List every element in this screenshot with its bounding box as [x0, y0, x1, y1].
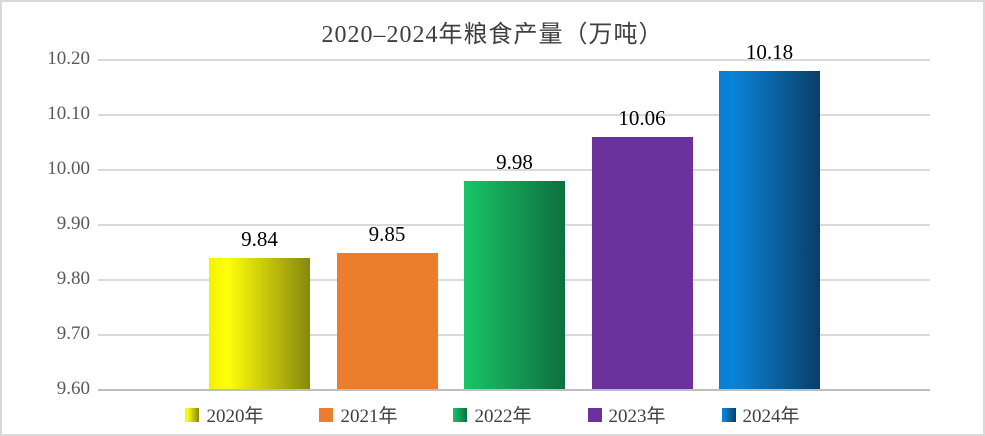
y-tick-label: 9.80	[56, 268, 90, 289]
legend-item-2024年[interactable]: 2024年	[721, 401, 800, 428]
y-tick-label: 9.90	[56, 213, 90, 234]
legend-label: 2023年	[608, 406, 666, 427]
data-label-2023年: 10.06	[618, 106, 666, 130]
y-tick-label: 9.70	[56, 323, 90, 344]
data-label-2021年: 9.85	[368, 221, 406, 246]
legend: 2020年 2021年 2022年 2023年 2024年	[2, 401, 983, 428]
legend-item-2021年[interactable]: 2021年	[319, 401, 397, 428]
y-tick-label: 10.10	[47, 103, 90, 124]
gridline	[98, 114, 930, 116]
legend-swatch-icon	[319, 407, 334, 422]
bar-2021年[interactable]	[336, 252, 438, 389]
legend-item-2023年[interactable]: 2023年	[587, 401, 666, 428]
legend-item-2020年[interactable]: 2020年	[185, 401, 263, 428]
legend-label: 2022年	[474, 406, 532, 427]
legend-swatch-icon	[587, 407, 602, 422]
legend-swatch-icon	[185, 407, 200, 422]
data-label-2022年: 9.98	[496, 150, 533, 174]
x-axis-baseline	[98, 389, 930, 391]
bar-2024年[interactable]	[719, 71, 820, 389]
legend-item-2022年[interactable]: 2022年	[453, 401, 532, 428]
y-tick-label: 10.00	[47, 158, 90, 179]
bar-2022年[interactable]	[464, 181, 565, 389]
legend-label: 2020年	[206, 406, 264, 427]
gridline	[98, 169, 930, 171]
legend-swatch-icon	[453, 407, 468, 422]
gridline	[98, 59, 930, 61]
data-label-2020年: 9.84	[241, 227, 278, 251]
chart-title: 2020–2024年粮食产量（万吨）	[321, 22, 664, 48]
bar-2023年[interactable]	[591, 137, 693, 389]
y-tick-label: 10.20	[47, 48, 90, 69]
data-label-2024年: 10.18	[745, 40, 794, 64]
legend-label: 2021年	[340, 406, 398, 427]
legend-label: 2024年	[742, 406, 800, 427]
legend-swatch-icon	[721, 407, 736, 422]
y-tick-label: 9.60	[56, 378, 90, 399]
bar-2020年[interactable]	[209, 258, 310, 389]
